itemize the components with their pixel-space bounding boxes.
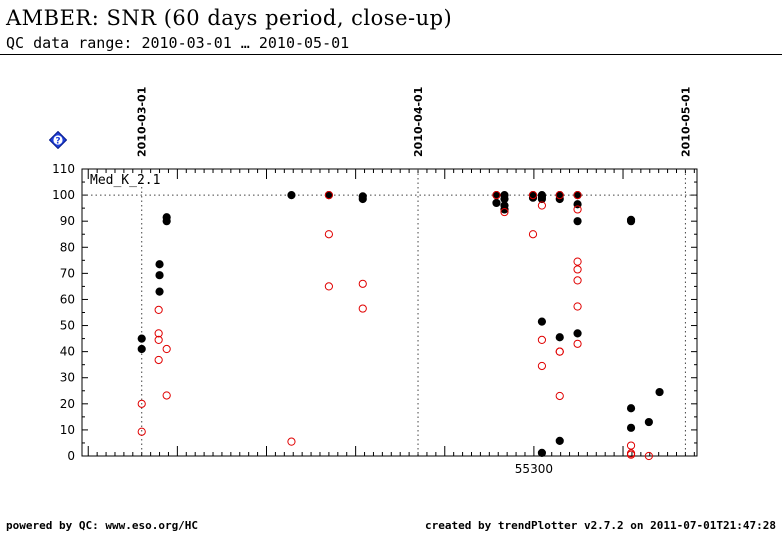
footer-created-by: created by trendPlotter v2.7.2 on 2011-0… — [425, 519, 776, 532]
filled-data-point — [626, 217, 636, 226]
x-tick-label: 55300 — [515, 462, 553, 476]
open-data-point — [324, 190, 333, 200]
filled-data-point — [358, 194, 367, 204]
open-data-point — [528, 190, 538, 200]
y-tick-label: 20 — [60, 397, 75, 411]
open-data-point — [573, 257, 582, 266]
open-data-point — [537, 201, 547, 210]
filled-data-point — [555, 436, 564, 445]
filled-data-point — [137, 334, 146, 343]
series-label: Med_K_2.1 — [90, 173, 160, 188]
plot-frame — [81, 168, 698, 457]
open-data-point — [626, 450, 636, 459]
filled-data-point — [555, 333, 564, 342]
open-data-point — [573, 302, 582, 311]
open-data-point — [573, 265, 582, 274]
date-marker-label: 2010-05-01 — [679, 87, 692, 157]
y-tick-label: 60 — [60, 292, 75, 306]
open-data-point — [555, 391, 564, 401]
help-symbol: ? — [55, 136, 60, 146]
filled-data-point — [155, 287, 164, 296]
open-data-point — [573, 190, 582, 200]
open-data-point — [358, 304, 367, 313]
filled-data-point — [162, 217, 171, 226]
open-data-point — [358, 279, 367, 288]
open-data-point — [573, 276, 582, 285]
filled-data-point — [528, 193, 538, 202]
open-data-point — [154, 329, 163, 338]
open-data-point — [573, 205, 582, 214]
open-data-point — [154, 305, 163, 314]
y-tick-label: 40 — [60, 345, 75, 359]
filled-data-point — [573, 329, 582, 338]
y-tick-label: 110 — [52, 162, 75, 176]
open-data-point — [573, 339, 582, 348]
y-tick-label: 10 — [60, 423, 75, 437]
footer-powered-by: powered by QC: www.eso.org/HC — [6, 519, 199, 532]
open-data-point — [555, 347, 564, 356]
filled-data-point — [492, 198, 501, 208]
filled-data-point — [537, 317, 547, 326]
open-data-point — [555, 190, 564, 200]
y-tick-label: 90 — [60, 214, 75, 228]
chart-subtitle: QC data range: 2010-03-01 … 2010-05-01 — [6, 34, 350, 52]
filled-data-point — [287, 190, 296, 200]
y-tick-label: 70 — [60, 266, 75, 280]
filled-data-point — [537, 194, 547, 204]
y-tick-label: 100 — [52, 188, 75, 202]
filled-data-point — [155, 260, 164, 269]
y-tick-label: 50 — [60, 319, 75, 333]
open-data-point — [528, 230, 538, 239]
filled-data-point — [537, 448, 547, 457]
filled-data-point — [573, 217, 582, 226]
filled-data-point — [626, 404, 636, 413]
open-data-point — [162, 344, 171, 354]
open-data-point — [537, 361, 547, 371]
date-marker-label: 2010-03-01 — [136, 87, 149, 157]
open-data-point — [324, 282, 333, 291]
help-icon[interactable]: ? — [49, 131, 67, 149]
filled-data-point — [644, 417, 653, 427]
open-data-point — [287, 437, 296, 446]
chart-title: AMBER: SNR (60 days period, close-up) — [6, 6, 453, 30]
open-data-point — [537, 335, 547, 344]
y-tick-label: 0 — [67, 449, 75, 463]
filled-data-point — [500, 205, 509, 214]
y-tick-label: 80 — [60, 240, 75, 254]
open-data-point — [137, 399, 146, 408]
open-data-point — [626, 441, 636, 450]
date-marker-label: 2010-04-01 — [412, 87, 425, 157]
header-divider — [0, 54, 782, 55]
filled-data-point — [137, 344, 146, 354]
open-data-point — [137, 427, 146, 436]
open-data-point — [500, 207, 509, 217]
open-data-point — [154, 335, 163, 344]
filled-data-point — [155, 271, 164, 280]
open-data-point — [492, 190, 501, 200]
open-data-point — [644, 451, 653, 461]
open-data-point — [154, 355, 163, 365]
open-data-point — [162, 391, 171, 400]
filled-data-point — [655, 387, 664, 397]
open-data-point — [324, 230, 333, 239]
y-tick-label: 30 — [60, 371, 75, 385]
filled-data-point — [626, 423, 636, 432]
